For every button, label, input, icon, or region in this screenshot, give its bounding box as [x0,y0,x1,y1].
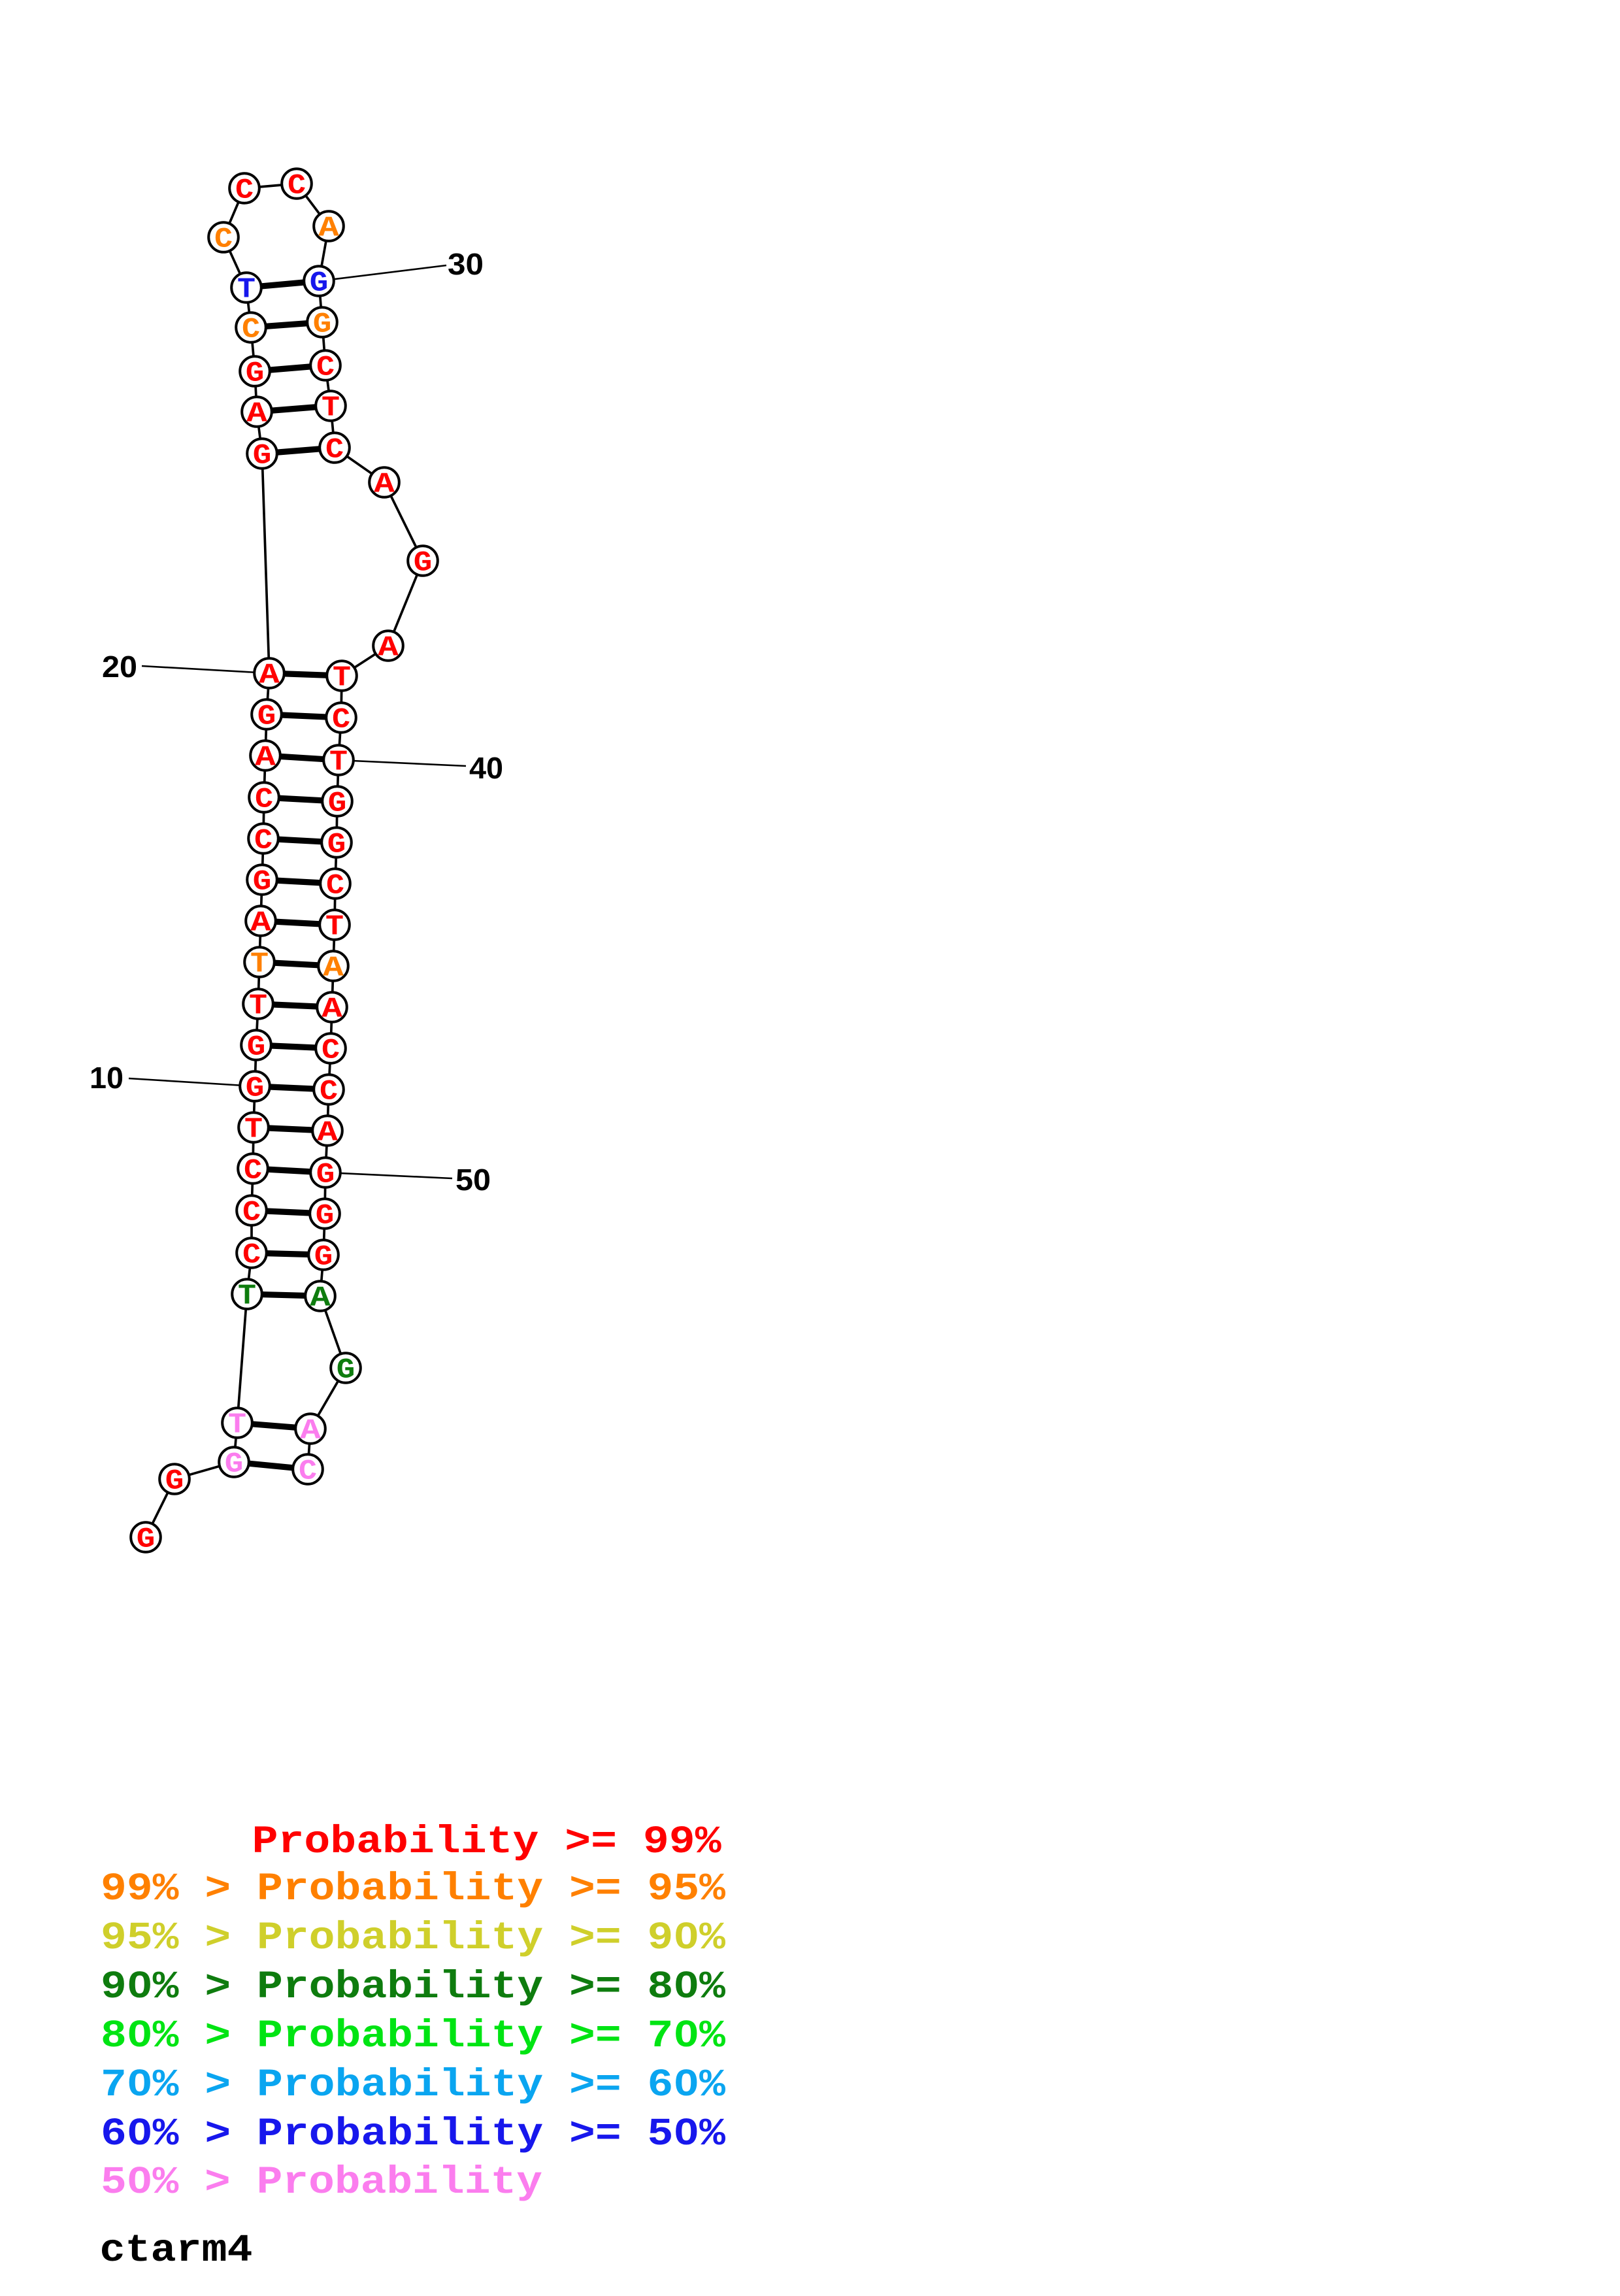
svg-text:C: C [254,825,273,857]
svg-text:A: A [246,398,267,431]
svg-text:T: T [322,392,340,425]
svg-text:G: G [137,1523,156,1556]
svg-text:G: G [246,1073,265,1105]
svg-text:70% > Probability >= 60%: 70% > Probability >= 60% [101,2063,726,2107]
svg-text:T: T [249,990,267,1023]
svg-text:80% > Probability >= 70%: 80% > Probability >= 70% [101,2014,726,2058]
svg-text:T: T [250,948,269,981]
svg-text:C: C [325,434,344,467]
svg-text:G: G [327,829,346,861]
svg-text:C: C [299,1456,317,1488]
svg-text:C: C [235,175,254,207]
svg-text:T: T [329,746,348,779]
svg-text:G: G [313,308,332,341]
svg-text:T: T [228,1409,246,1442]
svg-text:A: A [259,659,280,692]
svg-text:G: G [247,1031,266,1064]
svg-text:A: A [378,632,399,665]
svg-text:ctarm4: ctarm4 [100,2229,253,2272]
svg-text:A: A [300,1415,321,1448]
svg-text:G: G [314,1241,333,1274]
svg-text:G: G [337,1354,355,1387]
svg-text:G: G [257,701,276,733]
svg-text:40: 40 [469,751,503,785]
svg-text:20: 20 [102,650,137,684]
svg-text:10: 10 [90,1061,124,1095]
svg-text:C: C [326,870,344,903]
svg-text:G: G [246,358,265,390]
svg-text:50% > Probability: 50% > Probability [101,2161,542,2204]
svg-text:G: G [310,267,329,300]
svg-text:C: C [242,1239,261,1272]
svg-text:T: T [333,662,351,695]
svg-text:G: G [225,1448,244,1481]
svg-text:T: T [237,274,256,307]
svg-text:A: A [310,1282,331,1315]
svg-text:C: C [255,784,273,816]
svg-text:A: A [255,742,276,774]
svg-text:30: 30 [448,247,484,281]
svg-text:C: C [320,1076,338,1108]
svg-text:C: C [316,352,335,384]
svg-text:C: C [322,1035,340,1067]
svg-text:60% > Probability >= 50%: 60% > Probability >= 50% [101,2112,726,2156]
svg-text:A: A [323,952,344,985]
svg-text:C: C [214,224,233,256]
svg-text:A: A [322,993,342,1026]
svg-text:A: A [374,469,395,501]
svg-text:T: T [238,1280,256,1313]
svg-text:C: C [288,170,306,203]
svg-text:90% > Probability >= 80%: 90% > Probability >= 80% [101,1965,726,2009]
svg-text:50: 50 [455,1163,491,1197]
svg-text:T: T [244,1114,263,1146]
svg-text:C: C [332,704,350,737]
svg-text:A: A [250,907,271,940]
svg-text:G: G [165,1465,184,1498]
svg-text:99% > Probability >= 95%: 99% > Probability >= 95% [101,1867,726,1911]
svg-text:A: A [317,1117,338,1150]
svg-text:G: G [316,1200,335,1233]
svg-text:C: C [242,314,260,346]
svg-text:C: C [242,1197,261,1229]
svg-text:A: A [318,212,339,245]
svg-text:G: G [316,1159,335,1191]
svg-text:C: C [244,1155,262,1188]
svg-text:G: G [253,440,272,473]
svg-text:95% > Probability >= 90%: 95% > Probability >= 90% [101,1916,726,1960]
svg-text:G: G [414,547,433,580]
svg-text:G: G [328,788,347,820]
svg-text:G: G [253,866,272,899]
svg-text:T: T [325,911,344,944]
svg-text:Probability >= 99%: Probability >= 99% [252,1820,722,1864]
